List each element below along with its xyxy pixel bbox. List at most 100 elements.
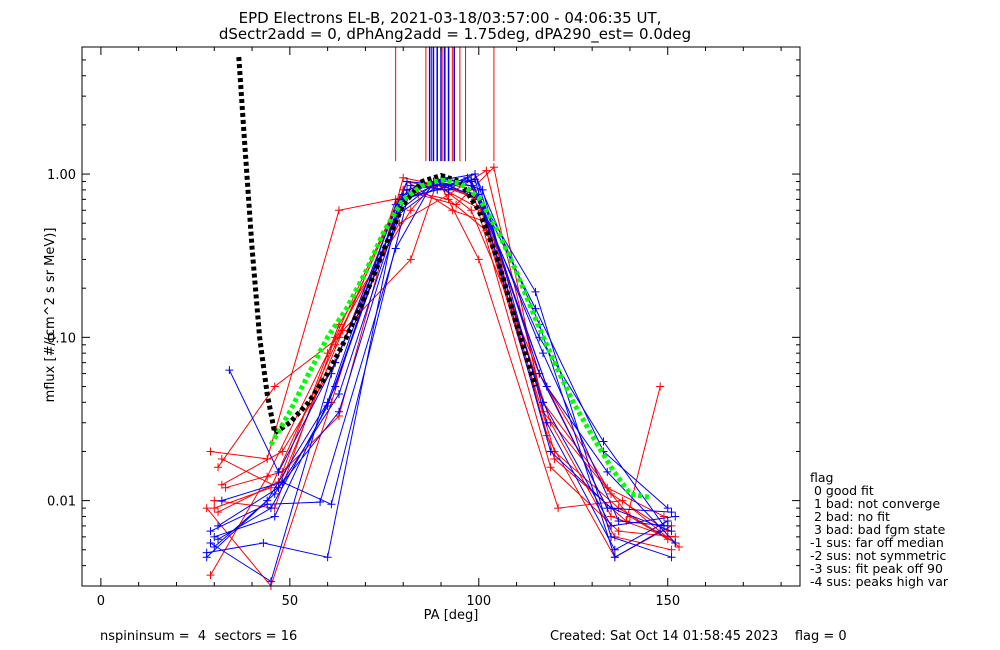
data-point: [610, 553, 619, 562]
data-point: [214, 508, 223, 517]
data-point: [667, 508, 676, 517]
series-13: [214, 173, 672, 554]
data-point: [259, 539, 268, 548]
data-point: [667, 545, 676, 554]
data-point: [489, 163, 498, 172]
data-point: [663, 504, 672, 513]
data-point: [531, 287, 540, 296]
data-point: [266, 504, 275, 513]
data-point: [406, 255, 415, 264]
x-axis-label: PA [deg]: [424, 608, 479, 623]
data-point: [656, 527, 665, 536]
data-point: [202, 504, 211, 513]
data-point: [206, 527, 215, 536]
data-point: [323, 553, 332, 562]
series-layer: [202, 163, 684, 590]
legend-item-5: -2 sus: not symmetric: [810, 548, 946, 563]
data-point: [659, 512, 668, 521]
data-point: [399, 173, 408, 182]
legend-item-6: -3 sus: fit peak off 90: [810, 561, 943, 576]
data-point: [263, 500, 272, 509]
data-point: [266, 577, 275, 586]
data-point: [406, 206, 415, 215]
footer-settings: nspininsum = 4 sectors = 16: [100, 629, 297, 644]
y-tick-label: 1.00: [47, 168, 76, 183]
legend-title: flag: [810, 470, 833, 485]
x-tick-label: 100: [466, 594, 491, 609]
data-point: [217, 454, 226, 463]
data-point: [217, 496, 226, 505]
data-point: [603, 467, 612, 476]
data-point: [206, 571, 215, 580]
data-point: [554, 504, 563, 513]
data-point: [214, 535, 223, 544]
legend-item-3: 3 bad: bad fgm state: [810, 522, 946, 537]
data-point: [202, 548, 211, 557]
chart-title-line-1: EPD Electrons EL-B, 2021-03-18/03:57:00 …: [239, 9, 662, 27]
data-point: [671, 539, 680, 548]
data-point: [618, 496, 627, 505]
data-point: [539, 349, 548, 358]
series-17: [210, 183, 680, 551]
data-point: [656, 382, 665, 391]
y-tick-label: 0.01: [47, 495, 76, 510]
data-point: [334, 389, 343, 398]
series-18: [225, 175, 672, 530]
data-point: [270, 489, 279, 498]
series-4: [221, 173, 684, 551]
fit-curve-green: [268, 177, 650, 500]
data-point: [406, 181, 415, 190]
data-point: [210, 542, 219, 551]
data-point: [663, 535, 672, 544]
series-12: [210, 177, 680, 541]
data-point: [225, 366, 234, 375]
axis-ticks: 0 50 100 150 0.01 0.10 1.00: [47, 46, 800, 609]
series-line: [228, 179, 668, 527]
data-point: [474, 255, 483, 264]
data-point: [614, 527, 623, 536]
series-line: [206, 180, 669, 558]
data-point: [607, 521, 616, 530]
data-point: [542, 382, 551, 391]
data-point: [539, 398, 548, 407]
data-point: [546, 447, 555, 456]
legend: flag 0 good fit 1 bad: not converge 2 ba…: [810, 470, 949, 589]
series-11: [206, 170, 676, 586]
y-axis-label: mflux [#/(cm^2 s sr MeV)]: [43, 228, 58, 403]
chart-title-line-2: dSectr2add = 0, dPhAng2add = 1.75deg, dP…: [219, 25, 691, 44]
data-point: [206, 539, 215, 548]
vertical-marker-layer: [395, 47, 495, 162]
data-point: [482, 166, 491, 175]
legend-item-0: 0 good fit: [810, 483, 874, 498]
data-point: [667, 553, 676, 562]
fit-curve-black: [236, 56, 538, 438]
legend-item-1: 1 bad: not converge: [810, 496, 940, 511]
legend-item-7: -4 sus: peaks high var: [810, 574, 949, 589]
data-point: [217, 480, 226, 489]
data-point: [546, 463, 555, 472]
data-point: [607, 504, 616, 513]
series-19: [214, 175, 676, 544]
data-point: [440, 183, 449, 192]
legend-item-2: 2 bad: no fit: [810, 509, 890, 524]
data-point: [614, 517, 623, 526]
data-point: [675, 542, 684, 551]
data-point: [210, 504, 219, 513]
data-point: [278, 447, 287, 456]
series-7: [214, 175, 680, 541]
series-line: [221, 176, 672, 558]
data-point: [671, 512, 680, 521]
data-point: [323, 401, 332, 410]
data-point: [448, 206, 457, 215]
data-point: [210, 496, 219, 505]
x-tick-label: 0: [97, 594, 105, 609]
data-point: [444, 195, 453, 204]
data-point: [550, 454, 559, 463]
data-point: [402, 177, 411, 186]
data-point: [542, 418, 551, 427]
series-line: [206, 180, 668, 588]
y-tick-label: 0.10: [47, 331, 76, 346]
data-point: [334, 206, 343, 215]
x-tick-label: 50: [282, 594, 299, 609]
